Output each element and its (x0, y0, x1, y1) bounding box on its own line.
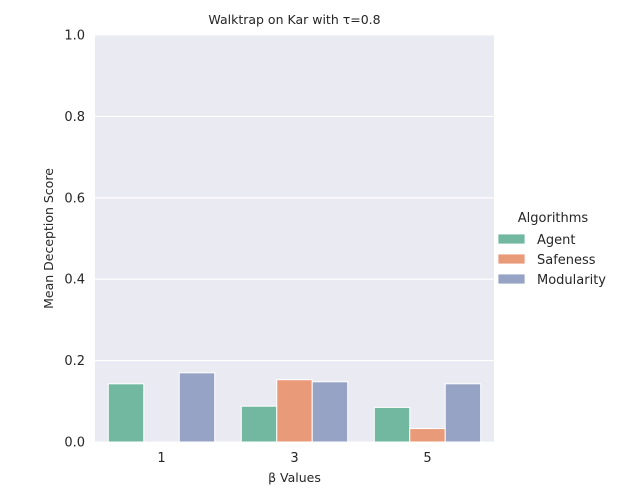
x-tick-label: 5 (423, 451, 431, 466)
bar-modularity-1 (178, 372, 216, 443)
x-axis-label: β Values (268, 470, 321, 485)
y-tick-label: 0.8 (64, 110, 85, 125)
plot-background (95, 35, 494, 442)
legend-label-modularity: Modularity (537, 273, 606, 288)
y-tick-label: 0.4 (64, 273, 85, 288)
grid-lines (95, 34, 494, 443)
y-tick-labels: 0.0 0.2 0.4 0.6 0.8 1.0 (64, 29, 85, 451)
legend: Algorithms Agent Safeness Modularity (497, 211, 606, 288)
bar-agent-5 (373, 406, 411, 443)
legend-swatch-agent (497, 233, 526, 245)
bar-modularity-3 (311, 381, 349, 443)
y-axis-label: Mean Deception Score (41, 168, 56, 309)
legend-swatch-modularity (497, 273, 526, 285)
x-tick-label: 3 (290, 451, 298, 466)
bar-agent-1 (107, 383, 145, 443)
chart-title: Walktrap on Kar with τ=0.8 (208, 12, 380, 27)
legend-label-agent: Agent (537, 233, 575, 248)
legend-swatch-safeness (497, 253, 526, 265)
y-tick-label: 1.0 (64, 29, 85, 44)
bar-safeness-3 (276, 379, 313, 443)
legend-title: Algorithms (518, 211, 589, 226)
bar-modularity-5 (444, 383, 482, 443)
bar-safeness-5 (409, 428, 446, 443)
legend-label-safeness: Safeness (537, 253, 596, 268)
bars (107, 372, 482, 443)
y-tick-label: 0.2 (64, 354, 85, 369)
y-tick-label: 0.6 (64, 191, 85, 206)
y-tick-label: 0.0 (64, 436, 85, 451)
x-tick-label: 1 (157, 451, 165, 466)
bar-agent-3 (240, 405, 278, 443)
x-tick-labels: 1 3 5 (157, 451, 431, 466)
